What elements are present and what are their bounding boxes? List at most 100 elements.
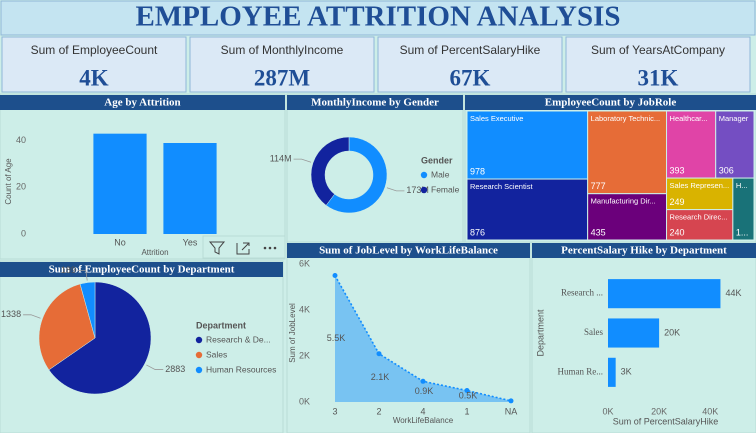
leader-line (293, 158, 312, 163)
x-tick-label: 20K (651, 406, 667, 416)
y-tick-label: 20 (16, 182, 26, 192)
data-label: 2.1K (371, 372, 390, 382)
x-tick-label: 40K (702, 406, 718, 416)
area (335, 275, 511, 402)
panel-header (465, 95, 756, 110)
legend-title: Department (196, 320, 246, 330)
data-label: 173M (406, 185, 429, 195)
kpi-label: Sum of MonthlyIncome (221, 43, 344, 57)
legend-label: Research & De... (206, 334, 271, 344)
x-tick-label: 2 (376, 406, 381, 416)
kpi-label: Sum of PercentSalaryHike (400, 43, 541, 57)
focus-icon (236, 242, 250, 255)
kpi-card (1, 36, 187, 93)
banner (0, 0, 756, 36)
kpi-label: Sum of EmployeeCount (31, 43, 158, 57)
tile-value: 249 (670, 197, 685, 207)
treemap-tile (587, 110, 668, 195)
legend-swatch (420, 171, 428, 179)
tile-value: 306 (719, 165, 734, 175)
tile-label: H... (736, 181, 748, 190)
treemap-tile (466, 178, 589, 241)
tile-label: Research Direc... (670, 213, 728, 222)
data-label: 3K (621, 367, 632, 377)
tile-label: Manufacturing Dir... (591, 197, 656, 206)
data-label: 5.5K (327, 333, 346, 343)
legend-label: Human Resources (206, 364, 276, 374)
tile-value: 777 (591, 181, 606, 191)
leader-line (146, 364, 164, 370)
y-tick-label: 4K (299, 304, 310, 314)
tile-value: 393 (670, 165, 685, 175)
x-axis-label: Sum of PercentSalaryHike (613, 416, 719, 426)
pie-slice (48, 281, 152, 395)
x-tick-label: 0K (602, 406, 613, 416)
panel-header (0, 262, 283, 277)
x-tick-label: 1 (464, 406, 469, 416)
pie-slice (79, 281, 96, 339)
donut-slice (325, 136, 388, 214)
more-icon (273, 246, 277, 250)
y-tick-label: Sales (584, 327, 603, 337)
x-tick-label: NA (505, 406, 518, 416)
treemap-tile (715, 110, 755, 179)
bar (93, 133, 147, 234)
x-tick-label: 3 (332, 406, 337, 416)
panel-header (0, 95, 285, 110)
x-tick-label: Yes (183, 237, 198, 247)
chart-title: Sum of EmployeeCount by Department (49, 264, 235, 276)
kpi-card (565, 36, 751, 93)
data-label: 189 (61, 265, 76, 275)
panel-header (532, 243, 756, 258)
bar (163, 143, 217, 234)
legend-label: Female (431, 184, 460, 194)
tile-value: 978 (470, 166, 485, 176)
panel-header (287, 95, 463, 110)
point (420, 378, 426, 384)
data-label: 1338 (1, 309, 21, 319)
kpi-value: 4K (79, 65, 109, 90)
pie-slice (38, 283, 96, 371)
data-label: 44K (725, 288, 741, 298)
point (464, 388, 470, 393)
legend-label: Sales (206, 349, 227, 359)
chart-title: Sum of JobLevel by WorkLifeBalance (319, 245, 498, 257)
chart-title: PercentSalary Hike by Department (561, 245, 727, 257)
leader-line (23, 314, 41, 319)
bar (608, 279, 721, 309)
bar (608, 357, 616, 387)
tile-value: 876 (470, 227, 485, 237)
kpi-label: Sum of YearsAtCompany (591, 43, 725, 57)
kpi-card (189, 36, 375, 93)
tile-label: Healthcar... (670, 114, 708, 123)
y-tick-label: 40 (16, 135, 26, 145)
x-axis-label: Attrition (141, 248, 168, 257)
panel-header (287, 243, 530, 258)
treemap-tile (666, 209, 734, 241)
data-label: 2883 (165, 364, 185, 374)
kpi-value: 31K (638, 65, 679, 90)
y-tick-label: Human Re... (558, 366, 604, 376)
legend-title: Gender (421, 155, 453, 165)
bar (608, 318, 660, 348)
chart-title: Age by Attrition (104, 97, 180, 109)
legend-swatch (420, 186, 428, 194)
more-icon (263, 246, 267, 250)
tile-label: Laboratory Technic... (591, 114, 661, 123)
y-tick-label: 0K (299, 396, 310, 406)
donut-slice (310, 136, 350, 206)
y-tick-label: 2K (299, 350, 310, 360)
data-label: 20K (664, 327, 680, 337)
x-tick-label: 4 (420, 406, 425, 416)
tile-label: Manager (719, 114, 749, 123)
treemap-tile (587, 193, 668, 241)
panel (286, 241, 531, 433)
legend-swatch (195, 366, 203, 374)
chart-title: MonthlyIncome by Gender (311, 97, 439, 109)
leader-line (386, 187, 405, 192)
data-label: 0.5K (459, 391, 478, 401)
legend-label: Male (431, 169, 450, 179)
filter-icon (208, 241, 226, 255)
treemap-tile (732, 177, 755, 241)
